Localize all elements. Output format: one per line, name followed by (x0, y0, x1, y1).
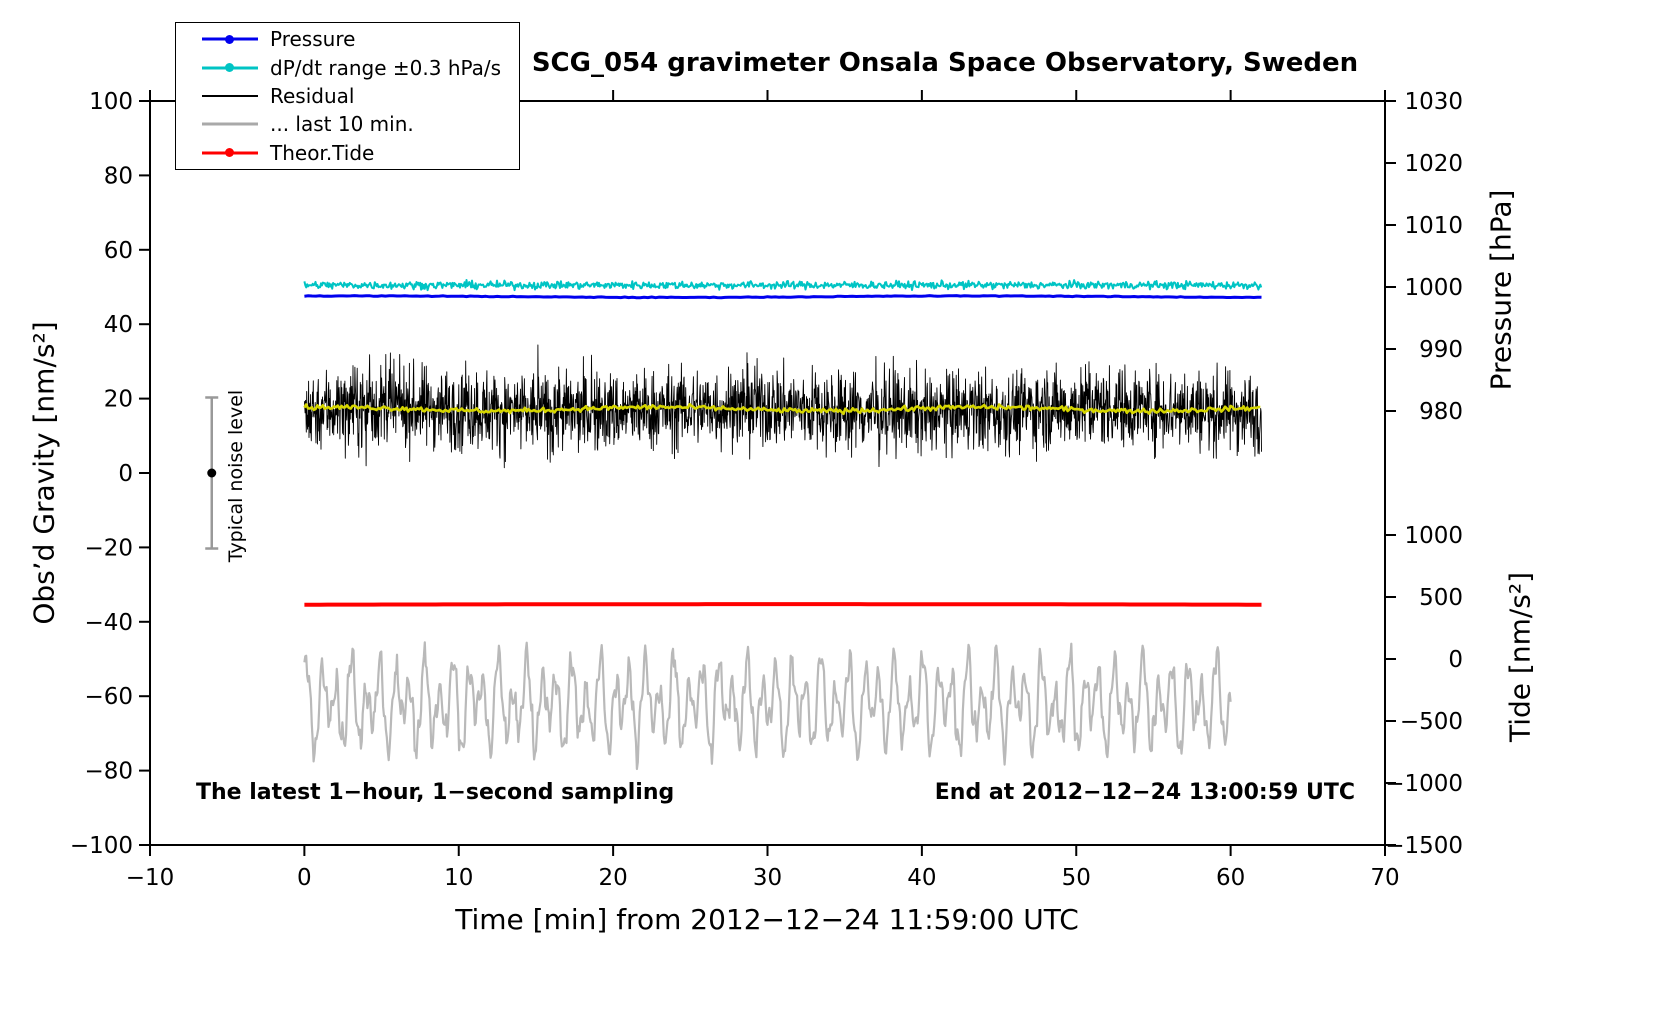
x-tick-label: 20 (598, 865, 627, 891)
x-tick-label: 40 (907, 865, 936, 891)
y-tick-label: 20 (104, 387, 133, 413)
y-tick-label: −100 (70, 833, 133, 859)
legend-item-theor-tide: Theor.Tide (202, 141, 519, 165)
x-tick-label: 0 (297, 865, 312, 891)
footer-sampling-note: The latest 1−hour, 1−second sampling (196, 780, 675, 805)
x-tick-label: 10 (444, 865, 473, 891)
series-dpdt-range (303, 279, 1263, 292)
noise-level-errorbar (205, 396, 219, 550)
tide-tick-label: 0 (1448, 647, 1463, 673)
y-tick-label: 0 (118, 461, 133, 487)
legend-item-dpdt-range: dP/dt range ±0.3 hPa/s (202, 56, 519, 80)
legend-label: Theor.Tide (270, 140, 375, 165)
y-tick-label: 40 (104, 312, 133, 338)
data-series-group (303, 279, 1263, 771)
y-tick-label: 100 (89, 89, 133, 115)
x-tick-label: 50 (1062, 865, 1091, 891)
dpdt-range-legend-marker-icon (202, 61, 258, 75)
legend-label: Residual (270, 83, 355, 108)
y-axis-gravity: −100 −80 −60 −40 −20 0 20 40 60 80 100 (70, 89, 150, 859)
y-tick-label: 60 (104, 238, 133, 264)
noise-bar-dot (207, 468, 217, 478)
y-axis-label-pressure: Pressure [hPa] (1484, 189, 1518, 391)
legend-item-residual: Residual (202, 84, 519, 108)
y-axis-label-tide: Tide [nm/s²] (1503, 571, 1537, 743)
legend-label: dP/dt range ±0.3 hPa/s (270, 55, 502, 80)
pressure-tick-label: 1000 (1404, 275, 1463, 301)
theor-tide-legend-marker-icon (202, 146, 258, 160)
x-tick-label: 30 (753, 865, 782, 891)
x-axis-label: Time [min] from 2012−12−24 11:59:00 UTC (455, 903, 1079, 936)
series-theor-tide (304, 602, 1262, 607)
y-tick-label: −20 (84, 535, 133, 561)
pressure-tick-label: 1030 (1404, 89, 1463, 115)
tide-tick-label: −1000 (1385, 771, 1463, 797)
tide-tick-label: −500 (1400, 709, 1463, 735)
y-tick-label: 80 (104, 163, 133, 189)
chart-title: SCG_054 gravimeter Onsala Space Observat… (531, 48, 1359, 78)
series-residual-smoothed (303, 402, 1261, 416)
legend-label: ... last 10 min. (270, 112, 414, 137)
pressure-tick-label: 980 (1419, 399, 1463, 425)
tide-tick-label: −1500 (1385, 833, 1463, 859)
plot-frame (149, 100, 1386, 846)
y-axis-tide: 1000 500 0 −500 −1000 −1500 (1385, 523, 1463, 859)
pressure-tick-label: 1020 (1404, 151, 1463, 177)
y-axis-pressure: 1030 1020 1010 1000 990 980 (1385, 89, 1463, 425)
series-residual (303, 344, 1262, 469)
x-tick-label: 70 (1370, 865, 1399, 891)
y-axis-label-gravity: Obs’d Gravity [nm/s²] (27, 321, 61, 625)
tide-tick-label: 1000 (1404, 523, 1463, 549)
y-tick-label: −40 (84, 610, 133, 636)
y-tick-label: −60 (84, 684, 133, 710)
pressure-tick-label: 1010 (1404, 213, 1463, 239)
footer-end-time: End at 2012−12−24 13:00:59 UTC (934, 780, 1355, 805)
last-10-min-legend-marker-icon (202, 117, 258, 131)
pressure-tick-label: 990 (1419, 337, 1463, 363)
series-pressure (304, 294, 1262, 300)
legend-item-last-10-min: ... last 10 min. (202, 112, 519, 136)
residual-legend-marker-icon (202, 89, 258, 103)
legend-label: Pressure (270, 27, 356, 52)
y-tick-label: −80 (84, 759, 133, 785)
noise-level-label: Typical noise level (225, 389, 247, 563)
x-axis: −10 0 10 20 30 40 50 60 70 (126, 90, 1400, 891)
series-last-10-min (303, 641, 1232, 771)
legend-box: Pressure dP/dt range ±0.3 hPa/s Residual..… (175, 22, 520, 170)
pressure-legend-marker-icon (202, 32, 258, 46)
legend-item-pressure: Pressure (202, 27, 519, 51)
x-tick-label: 60 (1216, 865, 1245, 891)
x-tick-label: −10 (126, 865, 175, 891)
tide-tick-label: 500 (1419, 585, 1463, 611)
